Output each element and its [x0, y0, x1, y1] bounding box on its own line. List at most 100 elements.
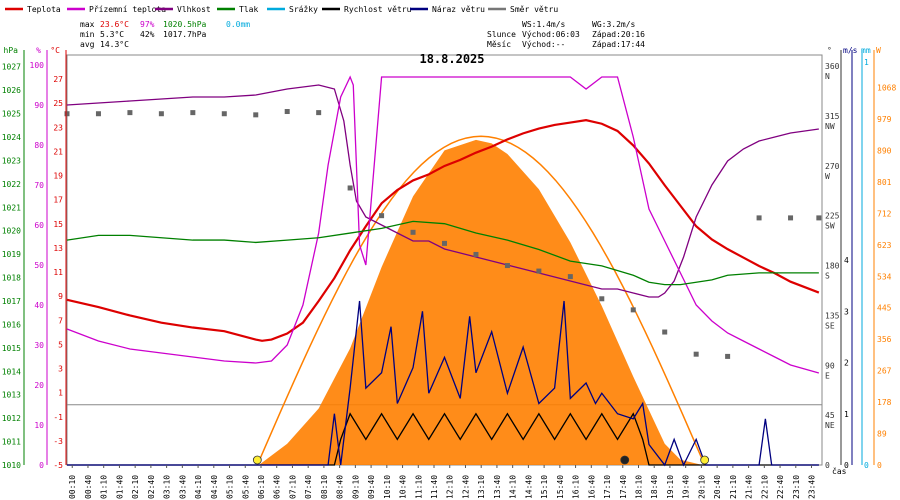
tick-label-pressure: 1021 [2, 203, 21, 212]
info-sun-label: Slunce [487, 30, 516, 39]
tick-label-temperature: 13 [53, 244, 63, 253]
x-tick-label: 22:10 [760, 475, 769, 499]
x-tick-label: 00:40 [84, 475, 93, 499]
tick-label-temperature: 27 [53, 75, 63, 84]
tick-label-wind-speed: 3 [844, 307, 849, 316]
info-sunrise: Východ:06:03 [522, 30, 580, 39]
x-tick-label: 02:10 [131, 475, 140, 499]
tick-label-pressure: 1011 [2, 438, 21, 447]
x-tick-label: 23:40 [808, 475, 817, 499]
x-tick-label: 00:10 [68, 475, 77, 499]
tick-label-radiation: 356 [877, 335, 892, 344]
tick-label-wind-direction: 315 [825, 112, 840, 121]
stats-avg-temp: 14.3°C [100, 40, 129, 49]
axis-unit-pressure: hPa [4, 46, 19, 55]
x-tick-label: 14:40 [524, 475, 533, 499]
legend-item: Náraz větru [432, 5, 485, 14]
axis-unit-humidity: % [36, 46, 41, 55]
tick-label-temperature: 19 [53, 172, 63, 181]
info-moonset: Západ:17:44 [592, 40, 645, 49]
radiation-area [256, 135, 706, 466]
tick-label-temperature: -5 [53, 461, 63, 470]
tick-label-radiation: 0 [877, 461, 882, 470]
tick-label-pressure: 1017 [2, 297, 21, 306]
tick-label-temperature: 5 [58, 340, 63, 349]
wind-direction-point [64, 111, 70, 117]
tick-label-temperature: -1 [53, 413, 63, 422]
tick-label-radiation: 712 [877, 209, 892, 218]
tick-label-wind-direction: 360 [825, 62, 840, 71]
x-tick-label: 02:40 [147, 475, 156, 499]
tick-label-temperature: -3 [53, 437, 63, 446]
tick-label-temperature: 3 [58, 365, 63, 374]
x-tick-label: 01:10 [100, 475, 109, 499]
tick-label-pressure: 1026 [2, 86, 21, 95]
tick-label-radiation: 178 [877, 398, 892, 407]
stats-max-press: 1020.5hPa [163, 20, 207, 29]
tick-label-wind-direction: 225 [825, 212, 840, 221]
tick-label-humidity: 10 [34, 421, 44, 430]
tick-label-pressure: 1012 [2, 414, 21, 423]
sun-moon-markers [252, 455, 710, 465]
wind-direction-point [788, 215, 794, 221]
stats-avg-label: avg [80, 40, 95, 49]
stats-min-press: 1017.7hPa [163, 30, 207, 39]
x-tick-label: 16:10 [572, 475, 581, 499]
stats-max-rain: 0.0mm [226, 20, 250, 29]
tick-label-radiation: 1068 [877, 84, 896, 93]
legend-item: Srážky [289, 5, 318, 14]
x-tick-label: 12:10 [446, 475, 455, 499]
axis-unit-wind-speed: m/s [843, 46, 858, 55]
series-vlhkost [66, 84, 819, 298]
tick-label-rain: 1 [864, 58, 869, 67]
tick-label-humidity: 40 [34, 301, 44, 310]
tick-label-humidity: 60 [34, 221, 44, 230]
wind-direction-point [253, 112, 259, 118]
tick-label-wind-speed: 2 [844, 359, 849, 368]
stats-max-temp: 23.6°C [100, 20, 129, 29]
wind-direction-point [567, 274, 573, 280]
x-tick-label: 08:10 [320, 475, 329, 499]
wind-direction-point [662, 329, 668, 335]
tick-label-wind-compass: W [825, 172, 830, 181]
x-tick-label: 12:40 [461, 475, 470, 499]
tick-label-pressure: 1013 [2, 391, 21, 400]
tick-label-radiation: 534 [877, 272, 892, 281]
wind-direction-point [630, 307, 636, 313]
tick-label-wind-direction: 180 [825, 262, 840, 271]
series-p-zemn-teplota [66, 75, 820, 374]
tick-label-humidity: 0 [39, 461, 44, 470]
x-tick-label: 14:10 [509, 475, 518, 499]
x-tick-label: 22:40 [776, 475, 785, 499]
tick-label-wind-compass: SW [825, 222, 835, 231]
tick-label-pressure: 1015 [2, 344, 21, 353]
info-wg: WG:3.2m/s [592, 20, 636, 29]
x-tick-label: 01:40 [115, 475, 124, 499]
tick-label-temperature: 17 [53, 196, 63, 205]
wind-direction-point [190, 110, 196, 116]
x-tick-label: 04:10 [194, 475, 203, 499]
tick-label-wind-speed: 4 [844, 256, 849, 265]
tick-label-wind-direction: 135 [825, 311, 840, 320]
tick-label-wind-speed: 0 [844, 461, 849, 470]
wind-direction-point [95, 111, 101, 117]
wind-direction-point [284, 109, 290, 115]
legend-item: Tlak [239, 5, 258, 14]
stats-block: max min avg 23.6°C 97% 1020.5hPa 0.0mm 5… [80, 20, 250, 49]
x-tick-label: 17:40 [619, 475, 628, 499]
series-tlak [66, 220, 819, 286]
wind-direction-point [316, 110, 322, 116]
marker-sunset [700, 455, 710, 465]
marker-sunrise [252, 455, 262, 465]
wind-direction-point [504, 263, 510, 269]
wind-direction-point [127, 110, 133, 116]
x-tick-label: 06:10 [257, 475, 266, 499]
x-tick-label: 23:10 [792, 475, 801, 499]
tick-label-radiation: 979 [877, 115, 892, 124]
stats-max-label: max [80, 20, 95, 29]
tick-label-pressure: 1016 [2, 320, 21, 329]
x-tick-label: 16:40 [587, 475, 596, 499]
x-tick-label: 15:40 [556, 475, 565, 499]
wind-direction-point [725, 353, 731, 359]
info-ws: WS:1.4m/s [522, 20, 566, 29]
